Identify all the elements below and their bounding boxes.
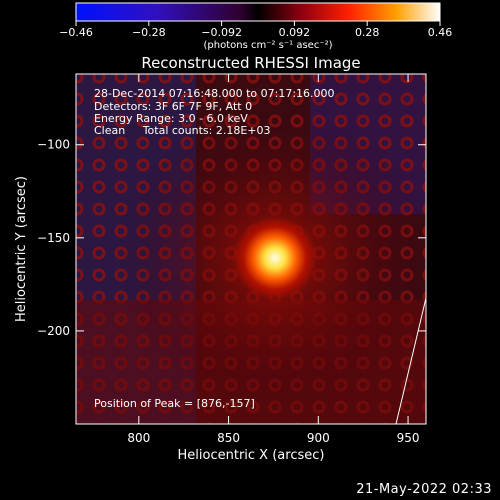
x-tick-label: 850 [217,431,240,445]
y-axis-label: Heliocentric Y (arcsec) [14,176,29,322]
info-energy: Energy Range: 3.0 - 6.0 keV [94,112,248,125]
colorbar-ticks: −0.46 −0.28 −0.092 0.092 0.28 0.46 [59,21,452,39]
peak-source [233,216,317,300]
peak-position: Position of Peak = [876,-157] [94,397,255,410]
image-area [76,74,426,424]
colorbar-tick-label: 0.092 [279,26,311,39]
colorbar-tick-label: 0.46 [428,26,453,39]
colorbar-gradient [75,2,441,22]
colorbar-tick-label: −0.28 [132,26,166,39]
chart-title: Reconstructed RHESSI Image [141,54,360,72]
colorbar-tick-label: 0.28 [355,26,380,39]
colorbar-tick-label: −0.46 [59,26,93,39]
info-detectors: Detectors: 3F 6F 7F 9F, Att 0 [94,100,252,113]
colorbar-unit: (photons cm⁻² s⁻¹ asec⁻²) [203,40,332,51]
y-tick-label: −200 [37,324,70,338]
y-tick-label: −100 [37,138,70,152]
colorbar: −0.46 −0.28 −0.092 0.092 0.28 0.46 (photons c… [59,2,452,51]
x-axis-ticks: 800 850 900 950 [127,74,420,445]
x-tick-label: 950 [397,431,420,445]
limb-line [395,297,426,424]
x-axis-label: Heliocentric X (arcsec) [178,448,325,463]
y-axis-ticks: −100 −150 −200 [37,138,426,338]
plot-frame [75,73,427,425]
info-time-range: 28-Dec-2014 07:16:48.000 to 07:17:16.000 [94,87,335,100]
timestamp: 21-May-2022 02:33 [356,482,492,497]
x-tick-label: 900 [307,431,330,445]
x-tick-label: 800 [127,431,150,445]
info-counts: Clean Total counts: 2.18E+03 [94,124,271,137]
colorbar-tick-label: −0.092 [201,26,242,39]
y-tick-label: −150 [37,231,70,245]
